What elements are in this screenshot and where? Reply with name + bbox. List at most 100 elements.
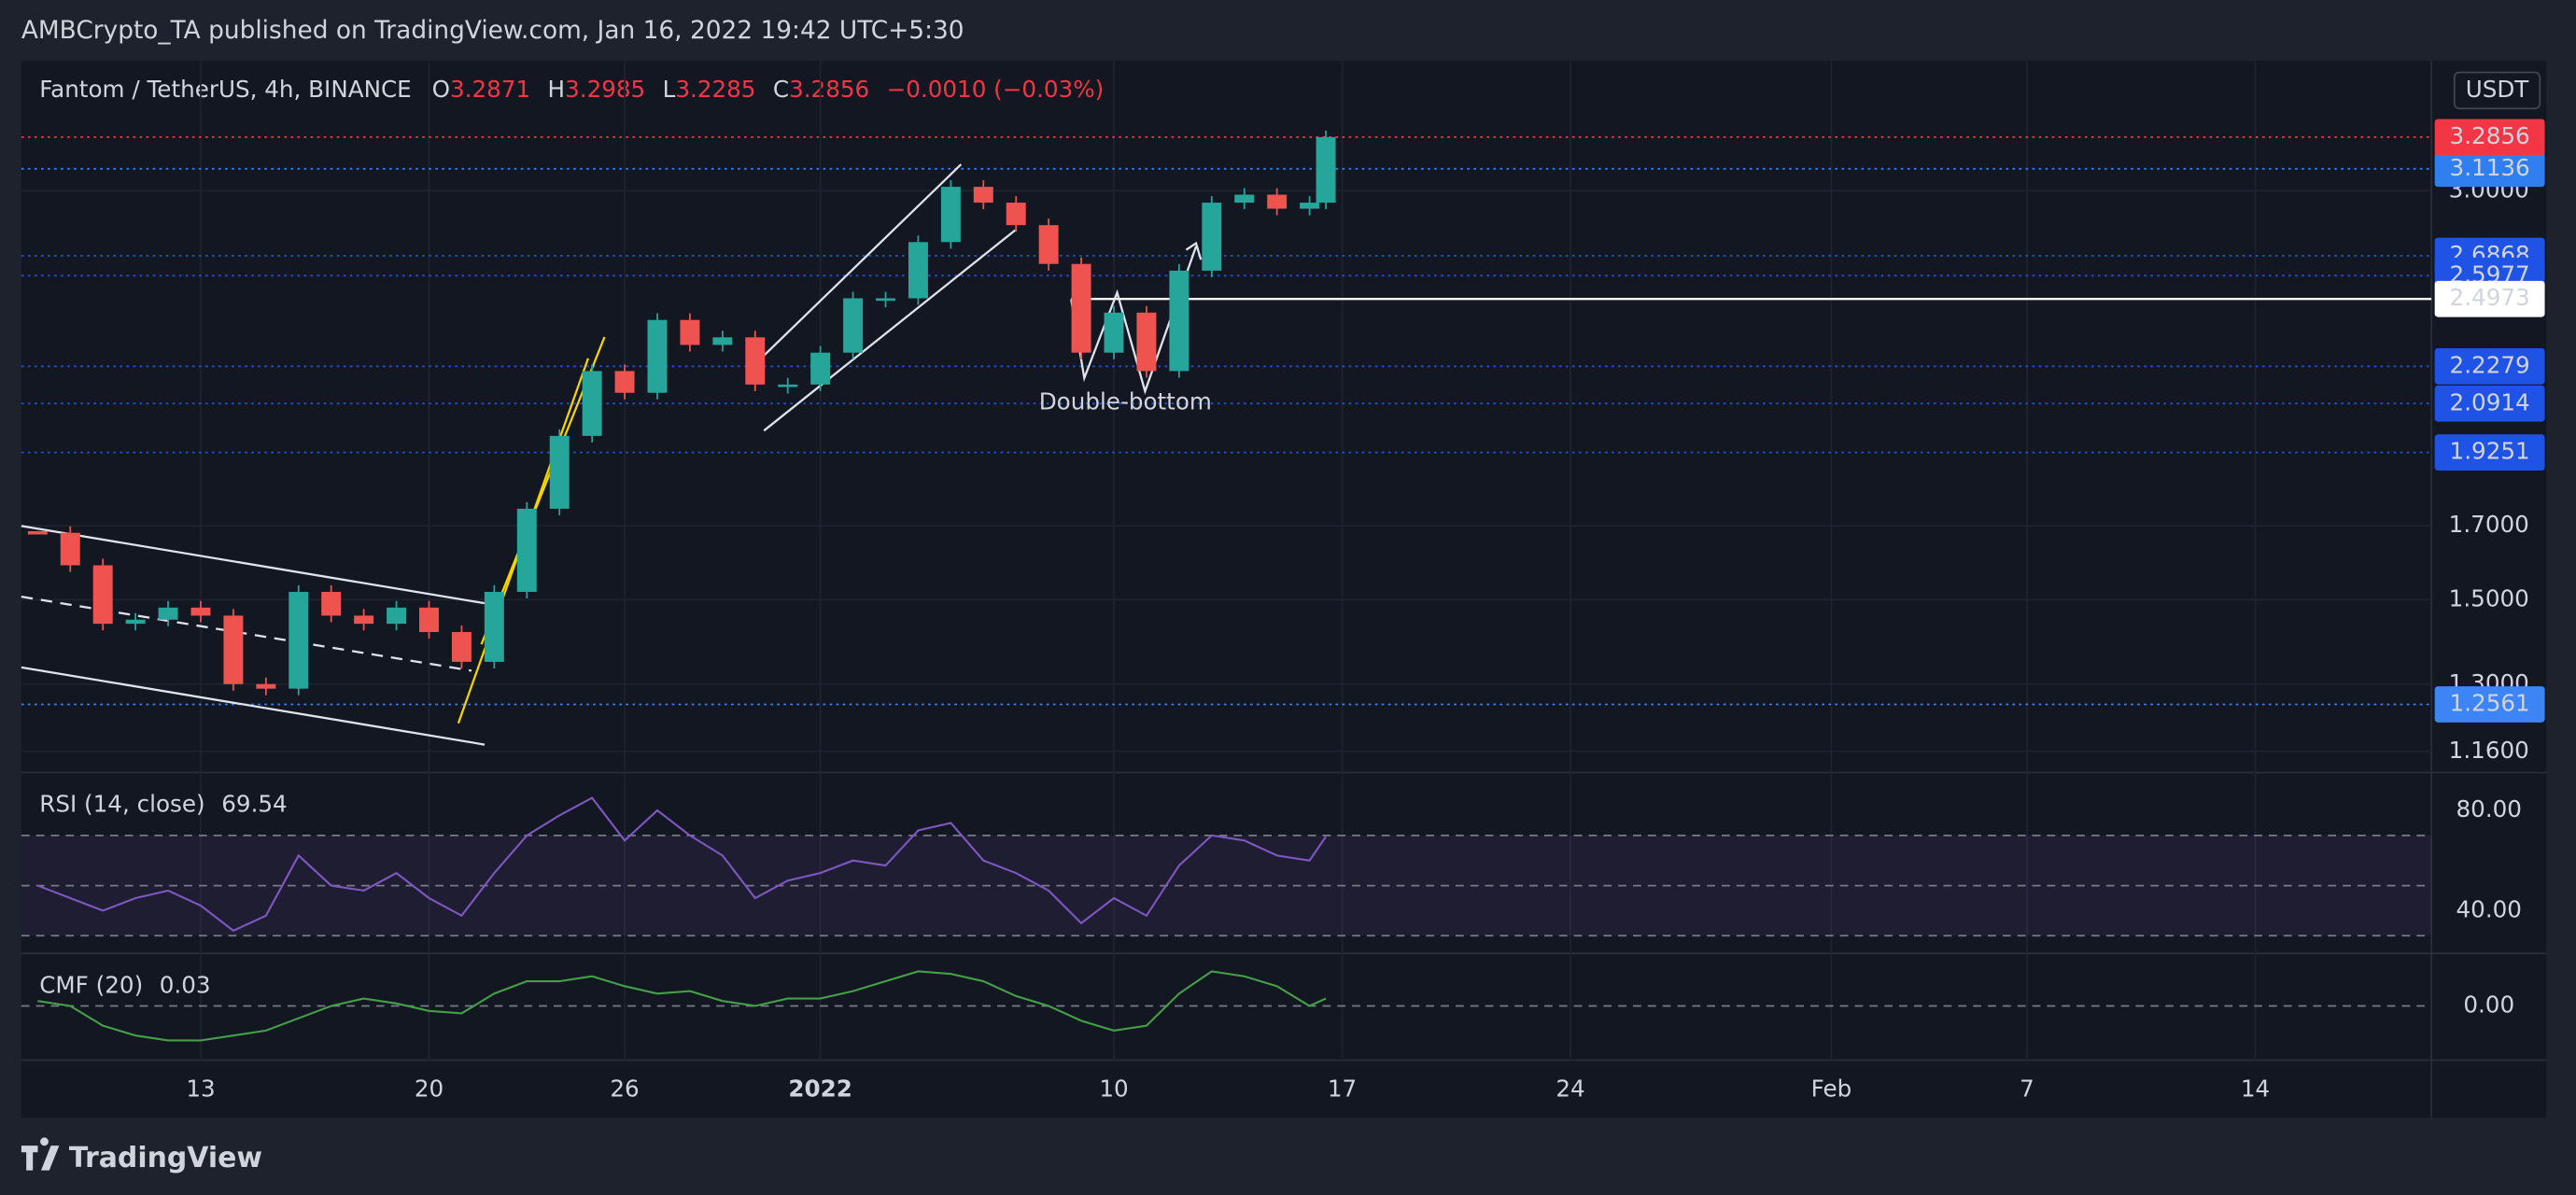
- candle: [647, 319, 668, 393]
- grid: [21, 61, 2432, 1061]
- candle: [484, 591, 504, 662]
- y-tick-label: 1.7000: [2449, 511, 2529, 538]
- candle: [451, 631, 472, 662]
- candle: [876, 298, 895, 302]
- candle: [843, 298, 864, 353]
- candle: [387, 607, 407, 625]
- arrow-head: [1185, 241, 1203, 260]
- level-label-box: [2434, 385, 2545, 422]
- channel-line: [746, 163, 963, 373]
- candle: [1006, 203, 1026, 226]
- annotation: Double-bottom: [1039, 387, 1212, 415]
- candle: [60, 532, 80, 566]
- chart-panel: [21, 61, 2547, 1118]
- candle: [125, 619, 146, 625]
- x-tick-label: 14: [2241, 1075, 2270, 1102]
- candle: [516, 508, 537, 592]
- candle: [1267, 194, 1288, 209]
- candle: [1234, 194, 1255, 204]
- levels: [21, 135, 2432, 706]
- x-tick-label: 10: [1099, 1075, 1128, 1102]
- x-tick-label: 13: [186, 1075, 215, 1102]
- channel-line: [763, 229, 1017, 432]
- candle: [680, 319, 700, 345]
- candle: [1202, 203, 1222, 271]
- level-label: 2.4973: [2450, 284, 2530, 311]
- price-axis: 1.16001.30001.50001.70003.00003.11362.68…: [2434, 119, 2545, 764]
- candle: [712, 337, 733, 345]
- indicator-value: 0.03: [160, 971, 211, 998]
- candle: [549, 435, 570, 509]
- ohlc-value: 3.2871: [450, 76, 530, 103]
- candle: [256, 683, 276, 689]
- x-tick-label: 17: [1328, 1075, 1357, 1102]
- channel-line: [21, 525, 486, 605]
- level-label-box: [2434, 150, 2545, 188]
- currency[interactable]: USDT: [2466, 76, 2530, 103]
- indicator-name: CMF (20): [39, 971, 143, 998]
- candle: [289, 591, 309, 689]
- indicator-name: RSI (14, close): [39, 791, 204, 818]
- x-tick-label: 24: [1555, 1075, 1584, 1102]
- level-label-box: [2434, 280, 2545, 317]
- ohlc-value: 3.2856: [789, 76, 869, 103]
- symbol-line: Fantom / TetherUS, 4h, BINANCE O3.2871 H…: [39, 76, 1104, 103]
- y-tick-label: 1.5000: [2449, 584, 2529, 612]
- candle: [354, 615, 374, 625]
- level-label: 1.2561: [2450, 689, 2530, 716]
- x-tick-label: 26: [610, 1075, 639, 1102]
- candle: [1038, 225, 1059, 264]
- candle: [973, 187, 993, 204]
- y-tick-label: 0.00: [2463, 991, 2514, 1018]
- last-price-label: 3.2856: [2450, 122, 2530, 149]
- candle: [158, 607, 178, 620]
- level-label: 1.9251: [2450, 438, 2530, 465]
- candles: [27, 130, 1336, 696]
- candle: [1136, 312, 1157, 372]
- indicators: 40.00 80.00 RSI (14, close) 69.54 0.00 CMF (2…: [21, 791, 2522, 1042]
- ohlc-value: 3.2985: [565, 76, 645, 103]
- channel-line: [21, 666, 486, 746]
- candle: [1169, 270, 1189, 372]
- x-tick-label: 7: [2020, 1075, 2034, 1102]
- indicator-value: 69.54: [221, 791, 287, 818]
- ohlc-label: L: [663, 76, 676, 103]
- currency-box[interactable]: [2453, 71, 2541, 110]
- publisher-line: AMBCrypto_TA published on TradingView.co…: [21, 16, 964, 45]
- candle: [223, 615, 244, 684]
- candle: [1071, 263, 1091, 353]
- footer-logo[interactable]: TradingView: [21, 1137, 262, 1174]
- level-label: 2.0914: [2450, 388, 2530, 415]
- ohlc-label: C: [773, 76, 789, 103]
- y-tick-label: 1.1600: [2449, 737, 2529, 764]
- y-tick-label: 80.00: [2456, 795, 2522, 822]
- candle: [745, 337, 766, 385]
- level-label: 3.1136: [2450, 154, 2530, 181]
- candle: [908, 242, 928, 299]
- candle: [582, 371, 602, 436]
- logo-icon[interactable]: [21, 1137, 60, 1171]
- indicator-line: [36, 796, 1327, 933]
- channel-midline: [21, 595, 472, 672]
- ohlc-value: 3.2285: [675, 76, 755, 103]
- x-tick-label: Feb: [1811, 1075, 1852, 1102]
- level-label-box: [2434, 434, 2545, 471]
- level-label-box: [2434, 347, 2545, 385]
- candle: [190, 607, 211, 616]
- candle: [419, 607, 439, 632]
- candle: [940, 187, 961, 243]
- level-label-box: [2434, 686, 2545, 723]
- candle: [1104, 312, 1124, 353]
- symbol: Fantom / TetherUS, 4h, BINANCE: [39, 76, 412, 103]
- candle: [1300, 203, 1320, 209]
- y-tick-label: 40.00: [2456, 895, 2522, 922]
- x-tick-label: 20: [415, 1075, 443, 1102]
- candle: [778, 384, 798, 387]
- ohlc-label: H: [548, 76, 566, 103]
- candle: [810, 352, 831, 385]
- brand[interactable]: TradingView: [69, 1142, 262, 1174]
- candle: [92, 565, 113, 625]
- candle: [27, 530, 48, 535]
